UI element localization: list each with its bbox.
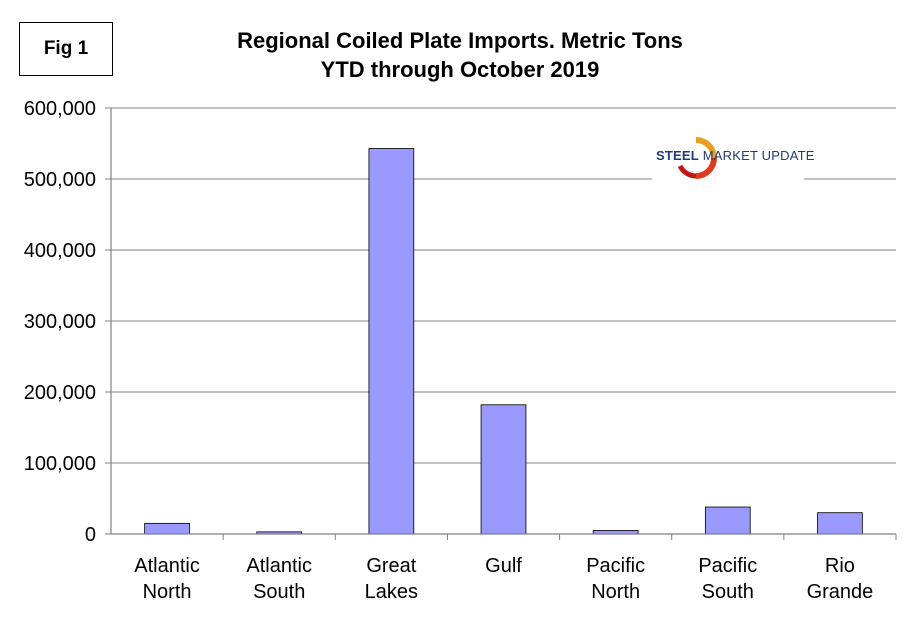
y-tick-labels: 0 100,000 200,000 300,000 400,000 500,000 600,… bbox=[24, 98, 96, 546]
x-tick-label-line: Gulf bbox=[485, 555, 522, 577]
logo-text-rest: MARKET UPDATE bbox=[698, 148, 815, 163]
x-tick-label: Atlantic South bbox=[246, 555, 312, 603]
axes bbox=[105, 107, 897, 540]
y-tick-label: 100,000 bbox=[24, 453, 96, 475]
x-tick-label: Atlantic North bbox=[134, 555, 200, 603]
x-tick-label-line: South bbox=[702, 581, 754, 603]
y-tick-label: 200,000 bbox=[24, 382, 96, 404]
x-tick-label: Pacific North bbox=[586, 555, 645, 603]
y-tick-label: 0 bbox=[85, 524, 96, 546]
x-tick-label-line: Atlantic bbox=[246, 555, 312, 577]
y-tick-label: 300,000 bbox=[24, 311, 96, 333]
x-tick-label: Rio Grande bbox=[807, 555, 874, 603]
x-tick-label-line: North bbox=[591, 581, 640, 603]
x-tick-label-line: North bbox=[143, 581, 192, 603]
chart-title: Regional Coiled Plate Imports. Metric To… bbox=[237, 28, 683, 53]
x-tick-label: Gulf bbox=[485, 555, 522, 577]
x-tick-label-line: Atlantic bbox=[134, 555, 200, 577]
x-tick-label-line: Pacific bbox=[586, 555, 645, 577]
x-tick-label-line: Great bbox=[366, 555, 416, 577]
logo-wordmark: STEEL MARKET UPDATE bbox=[656, 148, 815, 163]
x-tick-label-line: Lakes bbox=[365, 581, 418, 603]
bar bbox=[704, 506, 751, 535]
x-tick-label-line: Rio bbox=[825, 555, 855, 577]
bar bbox=[817, 512, 863, 535]
x-tick-labels: Atlantic North Atlantic South Great Lakes Gulf… bbox=[134, 555, 873, 603]
bar bbox=[144, 522, 190, 535]
logo-text-bold: STEEL bbox=[656, 148, 699, 163]
swirl-logo-icon bbox=[677, 137, 717, 179]
figure-label: Fig 1 bbox=[19, 22, 113, 76]
bar bbox=[368, 148, 415, 535]
bars bbox=[144, 148, 863, 535]
x-tick-label-line: South bbox=[253, 581, 305, 603]
y-tick-label: 600,000 bbox=[24, 98, 96, 120]
x-tick-label-line: Pacific bbox=[698, 555, 757, 577]
x-tick-label-line: Grande bbox=[807, 581, 874, 603]
y-tick-label: 400,000 bbox=[24, 240, 96, 262]
x-tick-label: Great Lakes bbox=[365, 555, 418, 603]
gridlines bbox=[111, 107, 896, 464]
steel-market-update-logo: STEEL MARKET UPDATE bbox=[652, 130, 814, 182]
y-tick-label: 500,000 bbox=[24, 169, 96, 191]
chart-subtitle: YTD through October 2019 bbox=[320, 57, 600, 82]
bar bbox=[480, 404, 527, 535]
x-tick-label: Pacific South bbox=[698, 555, 757, 603]
